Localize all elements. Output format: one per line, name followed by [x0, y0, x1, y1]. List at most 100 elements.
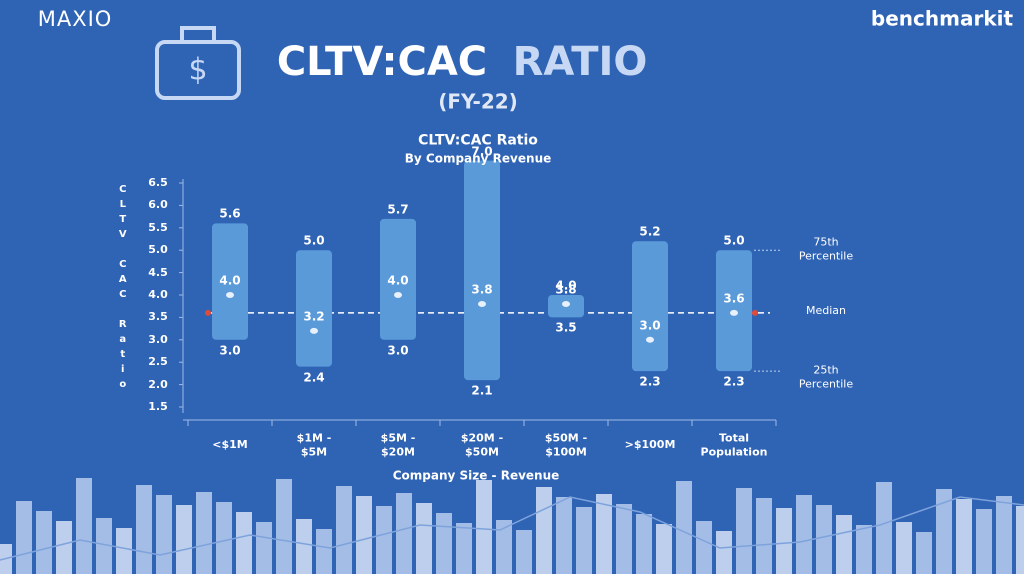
median-dot — [310, 327, 318, 334]
decor-bar — [156, 495, 172, 574]
y-tick-label: 1.5 — [148, 400, 168, 414]
decor-bar — [656, 524, 672, 574]
y-tick-label: 2.5 — [148, 355, 168, 369]
decor-bars — [0, 478, 1024, 574]
x-tick-label: >$100M — [624, 438, 676, 452]
decor-bar — [276, 479, 292, 574]
y-tick-label: 2.0 — [148, 377, 168, 391]
range-bar — [380, 218, 416, 340]
decor-bar — [36, 511, 52, 574]
decor-bar — [416, 503, 432, 574]
decor-bar — [676, 481, 692, 574]
high-label: 5.0 — [723, 233, 745, 248]
median-dot — [562, 300, 570, 307]
median-dot — [394, 292, 402, 298]
decor-bar — [76, 478, 92, 574]
decor-bar — [556, 497, 572, 574]
low-label: 3.0 — [387, 343, 409, 358]
median-label: 3.6 — [723, 291, 745, 306]
decor-bar — [96, 518, 112, 574]
decor-bar — [776, 508, 792, 574]
y-tick-label: 4.5 — [148, 265, 168, 279]
headline-sub: (FY-22) — [438, 89, 518, 114]
range-bar — [212, 223, 248, 340]
range-bar — [632, 241, 668, 372]
y-tick-label: 3.5 — [148, 310, 168, 324]
high-label: 7.0 — [471, 144, 493, 159]
decor-bar — [476, 480, 492, 574]
chart-title: CLTV:CAC Ratio — [418, 132, 538, 149]
decor-bar — [216, 502, 232, 574]
median-dot — [646, 336, 654, 343]
decor-bar — [436, 513, 452, 574]
decor-bar — [956, 499, 972, 574]
decor-bar — [916, 532, 932, 574]
median-dot — [226, 292, 234, 298]
median-label: 3.8 — [471, 282, 493, 297]
decor-bar — [596, 494, 612, 574]
decor-bar — [516, 530, 532, 574]
x-tick-label: $5M - $20M — [380, 431, 416, 458]
decor-bar — [636, 514, 652, 574]
x-tick-label: $50M - $100M — [544, 431, 588, 458]
decor-bar — [236, 512, 252, 574]
median-label: 4.0 — [387, 273, 409, 288]
decor-bar — [196, 492, 212, 574]
decor-bar — [616, 504, 632, 574]
decor-bar — [396, 493, 412, 574]
decor-bar — [996, 496, 1012, 574]
decor-bar — [936, 489, 952, 574]
decor-bar — [456, 523, 472, 574]
high-label: 5.6 — [219, 206, 241, 221]
legend-entry: Median — [805, 304, 846, 318]
median-label: 3.0 — [639, 318, 661, 333]
median-label: 3.2 — [303, 309, 325, 324]
decor-line — [0, 496, 1024, 561]
partner-logo: benchmarkit — [870, 6, 1014, 31]
x-tick-label: <$1M — [212, 438, 248, 452]
legend-entry: 25th Percentile — [798, 363, 854, 390]
median-dot — [730, 309, 738, 316]
y-tick-label: 6.5 — [148, 176, 168, 190]
low-label: 3.5 — [555, 320, 577, 335]
decor-bar — [816, 505, 832, 574]
decor-bar — [336, 486, 352, 574]
decor-bar — [316, 529, 332, 574]
decor-bar — [56, 521, 72, 574]
x-tick-label: Total Population — [700, 431, 768, 458]
y-tick-label: 5.0 — [148, 243, 168, 257]
decor-bar — [136, 485, 152, 574]
median-label: 4.0 — [219, 273, 241, 288]
headline: CLTV:CAC — [276, 39, 488, 85]
decor-bar — [176, 505, 192, 574]
low-label: 3.0 — [219, 343, 241, 358]
decor-bar — [536, 487, 552, 574]
low-label: 2.3 — [639, 374, 661, 389]
median-dot — [478, 300, 486, 307]
high-label: 4.0 — [555, 278, 577, 293]
decor-bar — [1016, 506, 1024, 574]
icon: $ — [188, 52, 208, 88]
decor-bar — [896, 522, 912, 574]
decor-bar — [356, 496, 372, 574]
x-tick-label: $20M - $50M — [460, 431, 504, 458]
y-tick-label: 5.5 — [148, 220, 168, 234]
high-label: 5.2 — [639, 224, 661, 239]
high-label: 5.0 — [303, 233, 325, 248]
decor-bar — [796, 495, 812, 574]
low-label: 2.1 — [471, 383, 493, 398]
y-tick-label: 6.0 — [148, 198, 168, 212]
decor-bar — [976, 509, 992, 574]
decor-bar — [256, 522, 272, 574]
headline-accent: RATIO — [512, 39, 648, 85]
x-axis-label: Company Size - Revenue — [392, 468, 560, 483]
decor-bar — [116, 528, 132, 574]
decor-bar — [16, 501, 32, 574]
median-label: 3.8 — [555, 282, 577, 297]
decor-bar — [576, 507, 592, 574]
y-axis-label: CLTV CAC Ratio — [117, 184, 129, 394]
decor-bar — [496, 520, 512, 574]
high-label: 5.7 — [387, 202, 409, 217]
